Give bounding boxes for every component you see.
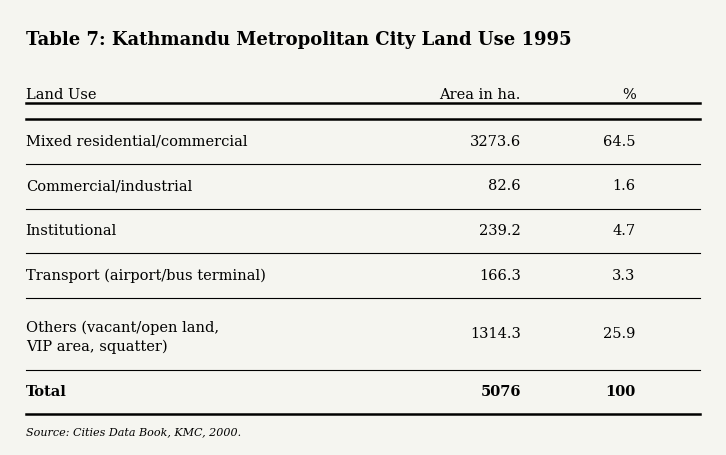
Text: %: % <box>622 88 636 102</box>
Text: 1314.3: 1314.3 <box>470 327 521 341</box>
Text: 3.3: 3.3 <box>612 269 636 283</box>
Text: 4.7: 4.7 <box>613 224 636 238</box>
Text: Total: Total <box>25 385 67 399</box>
Text: 100: 100 <box>605 385 636 399</box>
Text: Others (vacant/open land,
VIP area, squatter): Others (vacant/open land, VIP area, squa… <box>25 321 219 354</box>
Text: 239.2: 239.2 <box>479 224 521 238</box>
Text: Commercial/industrial: Commercial/industrial <box>25 179 192 193</box>
Text: Transport (airport/bus terminal): Transport (airport/bus terminal) <box>25 268 266 283</box>
Text: 64.5: 64.5 <box>603 135 636 149</box>
Text: Area in ha.: Area in ha. <box>439 88 521 102</box>
Text: 25.9: 25.9 <box>603 327 636 341</box>
Text: 5076: 5076 <box>481 385 521 399</box>
Text: 166.3: 166.3 <box>479 269 521 283</box>
Text: Institutional: Institutional <box>25 224 117 238</box>
Text: Land Use: Land Use <box>25 88 97 102</box>
Text: Mixed residential/commercial: Mixed residential/commercial <box>25 135 247 149</box>
Text: 82.6: 82.6 <box>489 179 521 193</box>
Text: Table 7: Kathmandu Metropolitan City Land Use 1995: Table 7: Kathmandu Metropolitan City Lan… <box>25 31 571 49</box>
Text: 1.6: 1.6 <box>613 179 636 193</box>
Text: Source: Cities Data Book, KMC, 2000.: Source: Cities Data Book, KMC, 2000. <box>25 428 241 438</box>
Text: 3273.6: 3273.6 <box>470 135 521 149</box>
